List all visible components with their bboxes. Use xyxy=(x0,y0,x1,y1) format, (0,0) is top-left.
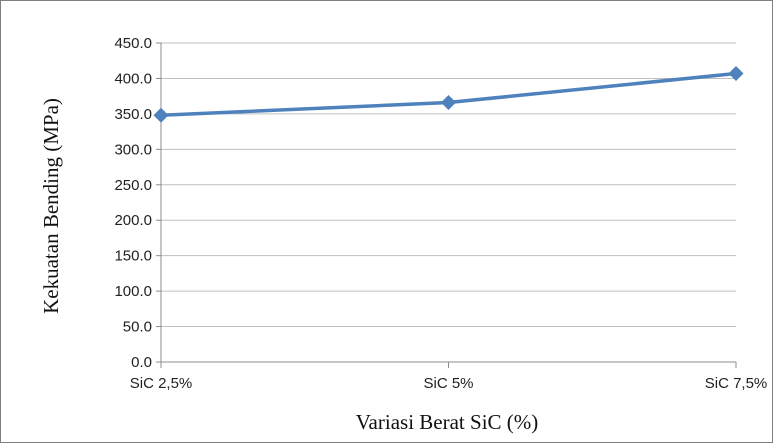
y-tick-labels: 0.0 50.0 100.0 150.0 200.0 250.0 300.0 350.0 400… xyxy=(114,35,152,371)
y-tick-label: 200.0 xyxy=(114,212,152,229)
y-tick-label: 400.0 xyxy=(114,70,152,87)
data-point-0 xyxy=(153,107,169,123)
data-point-1 xyxy=(441,95,456,111)
y-tick-label: 350.0 xyxy=(114,106,152,123)
y-tick-label: 250.0 xyxy=(114,177,152,194)
y-axis-title: Kekuatan Bending (MPa) xyxy=(39,98,63,314)
x-tick-label: SiC 7,5% xyxy=(705,375,768,392)
x-axis xyxy=(160,43,737,368)
y-tick-label: 0.0 xyxy=(131,354,152,371)
grid-lines xyxy=(156,42,736,363)
y-tick-label: 50.0 xyxy=(123,319,152,336)
data-point-2 xyxy=(728,65,744,81)
x-tick-label: SiC 2,5% xyxy=(130,375,193,392)
y-tick-label: 300.0 xyxy=(114,141,152,158)
y-tick-label: 450.0 xyxy=(114,35,152,52)
x-tick-labels: SiC 2,5% SiC 5% SiC 7,5% xyxy=(130,375,768,392)
series-group xyxy=(153,65,744,123)
x-tick-label: SiC 5% xyxy=(423,375,473,392)
y-tick-label: 100.0 xyxy=(114,283,152,300)
x-axis-title: Variasi Berat SiC (%) xyxy=(356,410,539,434)
y-tick-label: 150.0 xyxy=(114,248,152,265)
